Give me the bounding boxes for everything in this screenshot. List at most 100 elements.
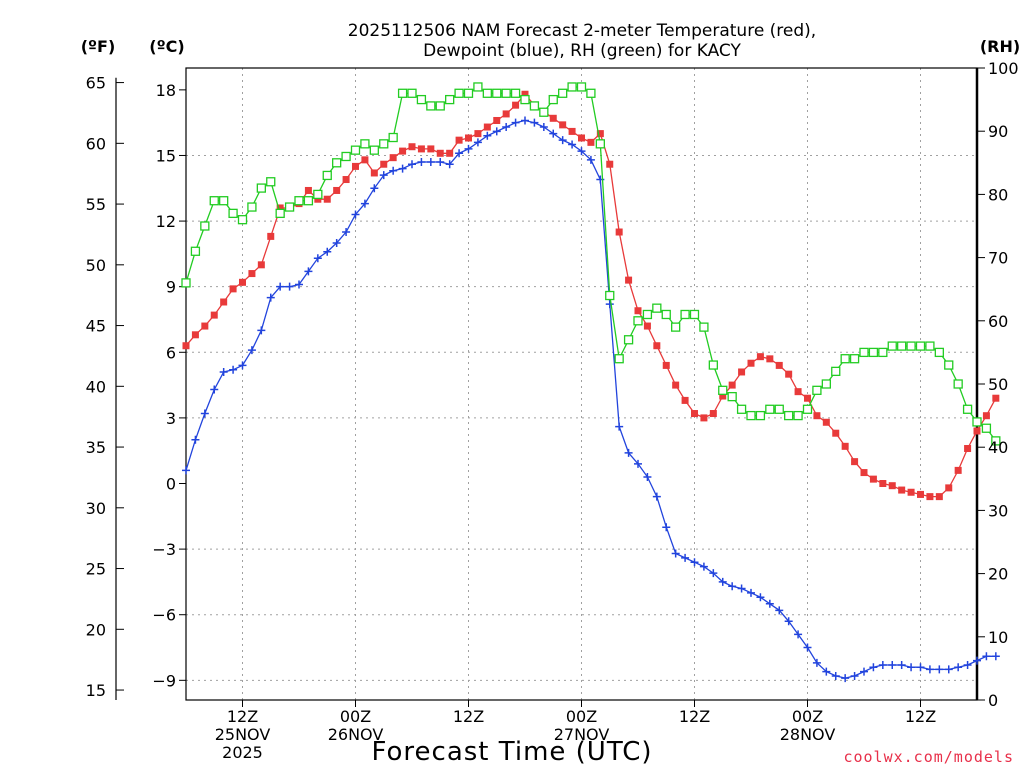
- rh-point: [849, 354, 860, 364]
- fahrenheit-tick-label: 35: [86, 438, 106, 457]
- rh-point: [322, 170, 332, 181]
- temperature-point: [691, 410, 698, 418]
- temperature-point: [455, 136, 463, 144]
- rh-point: [586, 88, 596, 98]
- temperature-point: [747, 359, 755, 367]
- dewpoint-point: [897, 661, 906, 670]
- fahrenheit-tick-label: 65: [86, 74, 106, 93]
- dewpoint-point: [436, 158, 445, 167]
- dewpoint-point: [925, 665, 934, 674]
- temperature-point: [361, 156, 369, 164]
- celsius-tick-label: 0: [166, 475, 176, 494]
- rh-point: [482, 88, 492, 98]
- dewpoint-point: [568, 140, 577, 149]
- dewpoint-point: [869, 663, 878, 672]
- rh-point: [831, 366, 841, 377]
- rh-point: [454, 88, 464, 98]
- rh-point: [944, 360, 954, 370]
- temperature-point: [352, 162, 359, 170]
- fahrenheit-tick-label: 55: [86, 195, 106, 214]
- time-tick-label: 12Z: [453, 707, 484, 726]
- rh-tick-label: 90: [988, 122, 1008, 141]
- temperature-point: [380, 160, 388, 168]
- dewpoint-point: [455, 149, 464, 158]
- rh-point: [812, 385, 822, 395]
- rh-point: [313, 189, 323, 200]
- rh-point: [567, 82, 577, 92]
- temperature-point: [474, 130, 482, 138]
- dewpoint-point: [850, 671, 859, 680]
- rh-point: [303, 196, 314, 206]
- dewpoint-point: [973, 656, 981, 665]
- rh-point: [284, 202, 295, 212]
- rh-point: [407, 88, 417, 98]
- rh-point: [727, 391, 737, 402]
- temperature-point: [606, 160, 614, 168]
- dewpoint-point: [342, 228, 351, 237]
- temperature-point: [210, 311, 218, 319]
- rh-point: [765, 404, 775, 414]
- temperature-point: [719, 392, 727, 400]
- fahrenheit-tick-label: 45: [86, 317, 106, 336]
- dewpoint-point: [916, 663, 925, 672]
- temperature-point: [860, 469, 868, 477]
- temperature-point: [399, 147, 407, 155]
- rh-point: [388, 132, 398, 143]
- dewpoint-point: [624, 448, 633, 457]
- dewpoint-point: [634, 459, 642, 468]
- temperature-point: [917, 490, 924, 498]
- rh-point: [953, 379, 963, 389]
- rh-point: [991, 436, 1001, 446]
- dewpoint-point: [266, 293, 275, 302]
- dewpoint-point: [502, 123, 511, 132]
- rh-point: [595, 139, 605, 149]
- temperature-point: [888, 482, 896, 490]
- rh-point: [661, 309, 671, 320]
- temperature-point: [389, 154, 397, 162]
- dewpoint-point: [304, 267, 313, 276]
- dewpoint-point: [586, 155, 595, 164]
- rh-tick-label: 0: [988, 691, 998, 710]
- dewpoint-point: [812, 658, 821, 667]
- rh-point: [209, 196, 219, 206]
- temperature-point: [239, 278, 246, 286]
- temperature-point: [982, 412, 990, 420]
- rh-point: [379, 139, 389, 149]
- fahrenheit-tick-label: 15: [86, 681, 106, 700]
- temperature-point: [869, 475, 877, 483]
- dewpoint-point: [257, 326, 266, 335]
- temperature-point: [267, 232, 275, 240]
- time-tick-label: 00Z: [792, 707, 823, 726]
- rh-point: [369, 145, 379, 155]
- time-tick-label: 12Z: [679, 707, 710, 726]
- temperature-point: [220, 298, 228, 306]
- rh-point: [614, 354, 624, 364]
- dewpoint-point: [737, 584, 746, 593]
- dewpoint-point: [200, 409, 209, 418]
- celsius-tick-label: 9: [166, 278, 176, 297]
- temperature-point: [738, 368, 746, 376]
- dewpoint-point: [426, 158, 435, 167]
- temperature-point: [587, 138, 595, 146]
- fahrenheit-tick-label: 30: [86, 499, 106, 518]
- temperature-point: [521, 90, 529, 98]
- dewpoint-point: [182, 466, 190, 475]
- dewpoint-point: [671, 549, 680, 558]
- temperature-point: [625, 276, 633, 284]
- chart-title-line2: Dewpoint (blue), RH (green) for KACY: [423, 41, 741, 61]
- rh-point: [397, 88, 408, 98]
- time-tick-label: 27NOV: [554, 725, 610, 744]
- temperature-point: [446, 149, 454, 157]
- rh-point: [671, 322, 681, 332]
- rh-tick-label: 10: [988, 628, 1008, 647]
- dewpoint-point: [351, 210, 360, 219]
- temperature-point: [775, 361, 783, 369]
- series-rh: [181, 82, 1001, 446]
- rh-point: [520, 94, 530, 105]
- dewpoint-point: [765, 599, 774, 608]
- rh-point: [652, 303, 662, 313]
- temperature-point: [257, 261, 265, 269]
- fahrenheit-tick-label: 20: [86, 620, 106, 639]
- rh-point: [642, 309, 653, 320]
